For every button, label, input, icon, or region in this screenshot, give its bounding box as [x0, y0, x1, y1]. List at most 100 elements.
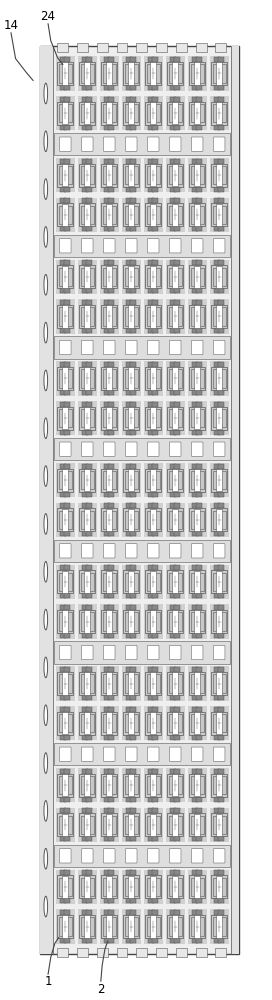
Bar — [170, 707, 176, 712]
Bar — [82, 735, 88, 740]
Bar — [104, 492, 110, 497]
Bar — [174, 390, 180, 395]
Bar — [126, 735, 132, 740]
Bar — [192, 226, 198, 231]
Bar — [192, 707, 198, 712]
Bar — [150, 712, 156, 734]
Bar — [169, 268, 181, 286]
Bar — [104, 85, 110, 90]
Ellipse shape — [44, 848, 48, 869]
Bar — [148, 531, 154, 536]
Bar — [169, 369, 181, 388]
Bar — [101, 508, 117, 531]
Bar — [192, 300, 198, 305]
Bar — [79, 265, 95, 288]
Bar — [86, 735, 92, 740]
Bar — [145, 62, 161, 85]
Bar — [84, 305, 90, 328]
Bar — [172, 571, 178, 593]
Bar — [84, 469, 90, 491]
Bar — [62, 305, 68, 328]
Bar — [191, 409, 203, 427]
FancyBboxPatch shape — [82, 442, 93, 456]
Bar — [108, 390, 114, 395]
Bar — [214, 328, 220, 333]
Bar — [167, 407, 183, 430]
Bar — [86, 898, 92, 903]
Bar — [77, 948, 88, 957]
Bar — [152, 605, 158, 610]
Bar — [64, 159, 70, 164]
Bar — [78, 666, 97, 701]
Bar — [79, 570, 95, 593]
Bar — [147, 573, 160, 591]
Bar — [194, 509, 200, 531]
Bar — [84, 571, 90, 593]
Bar — [172, 610, 178, 633]
Bar — [174, 362, 180, 367]
Bar — [125, 64, 138, 83]
Bar — [194, 774, 200, 796]
Bar — [64, 808, 70, 813]
Bar — [169, 471, 181, 489]
Bar — [214, 605, 220, 610]
Bar — [122, 56, 141, 91]
Bar — [123, 672, 139, 695]
Bar — [86, 187, 92, 192]
Bar — [174, 593, 180, 598]
Bar — [192, 390, 198, 395]
Bar — [174, 300, 180, 305]
Bar — [108, 695, 114, 700]
Bar — [84, 814, 90, 836]
Bar — [64, 605, 70, 610]
Bar — [108, 735, 114, 740]
Bar — [189, 469, 205, 492]
Bar — [213, 104, 225, 122]
Bar — [196, 948, 206, 957]
Bar — [108, 565, 114, 570]
Bar — [218, 593, 224, 598]
Bar — [216, 407, 222, 429]
Bar — [209, 401, 229, 435]
Bar — [55, 401, 75, 435]
Bar — [60, 226, 66, 231]
Bar — [122, 706, 141, 740]
Bar — [174, 503, 180, 508]
Bar — [60, 503, 66, 508]
Bar — [128, 102, 134, 124]
Bar — [57, 610, 73, 633]
Bar — [108, 57, 114, 62]
FancyBboxPatch shape — [147, 442, 159, 456]
Bar — [211, 203, 227, 226]
Bar — [108, 97, 114, 102]
FancyBboxPatch shape — [214, 239, 225, 253]
Bar — [170, 362, 176, 367]
Bar — [166, 299, 185, 334]
Bar — [196, 707, 202, 712]
Bar — [125, 674, 138, 693]
Bar — [123, 774, 139, 797]
Bar — [78, 604, 97, 639]
FancyBboxPatch shape — [60, 137, 71, 151]
Bar — [128, 712, 134, 734]
Text: 2: 2 — [97, 983, 104, 996]
Bar — [214, 898, 220, 903]
Bar — [106, 571, 112, 593]
Bar — [108, 531, 114, 536]
Bar — [100, 503, 119, 537]
Bar — [79, 712, 95, 735]
Bar — [191, 166, 203, 184]
Bar — [130, 85, 136, 90]
Bar — [60, 85, 66, 90]
Bar — [104, 667, 110, 672]
Bar — [191, 511, 203, 529]
Bar — [64, 85, 70, 90]
Bar — [152, 808, 158, 813]
Bar — [191, 104, 203, 122]
Bar — [123, 203, 139, 226]
Bar — [152, 125, 158, 130]
Bar — [57, 712, 73, 735]
Bar — [196, 910, 202, 915]
Bar — [81, 714, 94, 732]
Bar — [196, 870, 202, 875]
